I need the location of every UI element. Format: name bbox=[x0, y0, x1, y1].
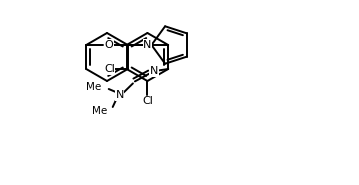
Text: N: N bbox=[143, 40, 152, 50]
Text: Cl: Cl bbox=[142, 96, 153, 106]
Text: O: O bbox=[104, 40, 113, 50]
Text: Cl: Cl bbox=[104, 64, 115, 74]
Text: Me: Me bbox=[87, 82, 102, 92]
Text: Me: Me bbox=[93, 106, 108, 116]
Text: N: N bbox=[150, 66, 158, 76]
Text: N: N bbox=[116, 90, 124, 100]
